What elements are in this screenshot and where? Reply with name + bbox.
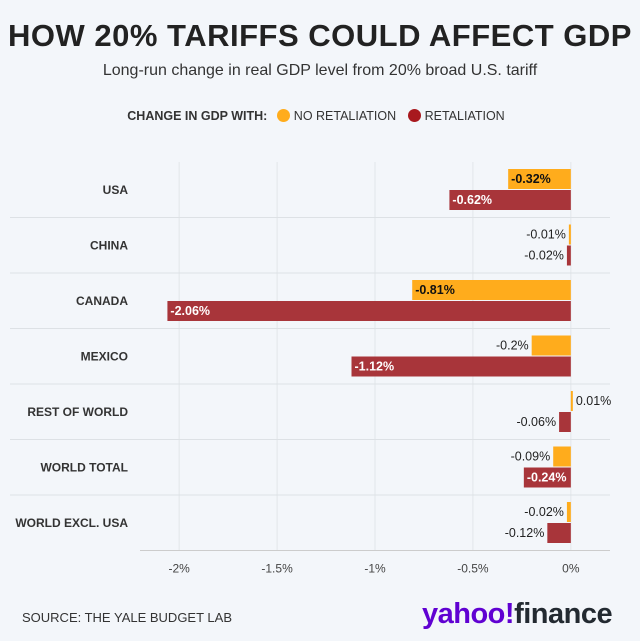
plot-area: -2% -1.5% -1% -0.5% 0% USA -0.32% -0.62% CHINA -0… bbox=[10, 162, 611, 576]
data-label: -0.2% bbox=[496, 339, 529, 353]
category-label: REST OF WORLD bbox=[27, 405, 128, 419]
bar-retaliation bbox=[547, 523, 571, 543]
data-label: -0.24% bbox=[527, 471, 567, 485]
source-note: SOURCE: THE YALE BUDGET LAB bbox=[22, 610, 232, 625]
data-label: -0.62% bbox=[452, 193, 492, 207]
bar-no-retaliation bbox=[412, 280, 571, 300]
bar-retaliation bbox=[566, 245, 571, 266]
data-label: -0.06% bbox=[516, 415, 556, 429]
bar-no-retaliation bbox=[508, 169, 571, 189]
x-tick-label: -2% bbox=[168, 562, 190, 576]
bar-no-retaliation bbox=[566, 502, 571, 522]
bar-no-retaliation bbox=[570, 391, 573, 411]
bar-retaliation bbox=[167, 301, 571, 321]
chart-title: HOW 20% TARIFFS COULD AFFECT GDP bbox=[8, 18, 632, 53]
bar-no-retaliation bbox=[568, 224, 571, 245]
data-label: -0.81% bbox=[415, 283, 455, 297]
category-label: CHINA bbox=[90, 238, 128, 252]
data-label: -0.32% bbox=[511, 172, 551, 186]
chart-subtitle: Long-run change in real GDP level from 2… bbox=[102, 62, 538, 79]
yahoo-finance-logo: yahoo!finance bbox=[422, 598, 613, 630]
bar-retaliation bbox=[523, 467, 571, 488]
data-label: -1.12% bbox=[355, 360, 395, 374]
legend-item-retaliation: RETALIATION bbox=[407, 109, 505, 123]
data-label: -0.01% bbox=[526, 228, 566, 242]
bar-no-retaliation bbox=[553, 446, 571, 467]
category-label: WORLD TOTAL bbox=[40, 460, 128, 474]
data-label: -0.02% bbox=[524, 505, 564, 519]
category-label: MEXICO bbox=[81, 349, 128, 363]
x-tick-label: -1.5% bbox=[261, 562, 293, 576]
legend: CHANGE IN GDP WITH: NO RETALIATION RETAL… bbox=[0, 109, 640, 123]
x-tick-label: 0% bbox=[562, 562, 580, 576]
bar-retaliation bbox=[351, 356, 571, 377]
legend-dot-icon bbox=[407, 109, 421, 122]
category-label: CANADA bbox=[76, 294, 128, 308]
bar-retaliation bbox=[559, 412, 571, 432]
data-label: -2.06% bbox=[170, 304, 210, 318]
data-label: 0.01% bbox=[576, 394, 611, 408]
legend-item-no-retaliation: NO RETALIATION bbox=[276, 109, 397, 123]
legend-label: RETALIATION bbox=[424, 109, 505, 123]
x-tick-label: -1% bbox=[364, 562, 386, 576]
category-label: WORLD EXCL. USA bbox=[15, 516, 128, 530]
bar-retaliation bbox=[449, 190, 571, 210]
data-label: -0.12% bbox=[505, 526, 545, 540]
data-label: -0.02% bbox=[524, 249, 564, 263]
data-label: -0.09% bbox=[511, 450, 551, 464]
bar-no-retaliation bbox=[531, 335, 571, 356]
legend-title: CHANGE IN GDP WITH: bbox=[127, 109, 268, 123]
x-tick-label: -0.5% bbox=[457, 562, 489, 576]
legend-dot-icon bbox=[276, 109, 290, 122]
category-label: USA bbox=[103, 183, 129, 197]
legend-label: NO RETALIATION bbox=[293, 109, 397, 123]
